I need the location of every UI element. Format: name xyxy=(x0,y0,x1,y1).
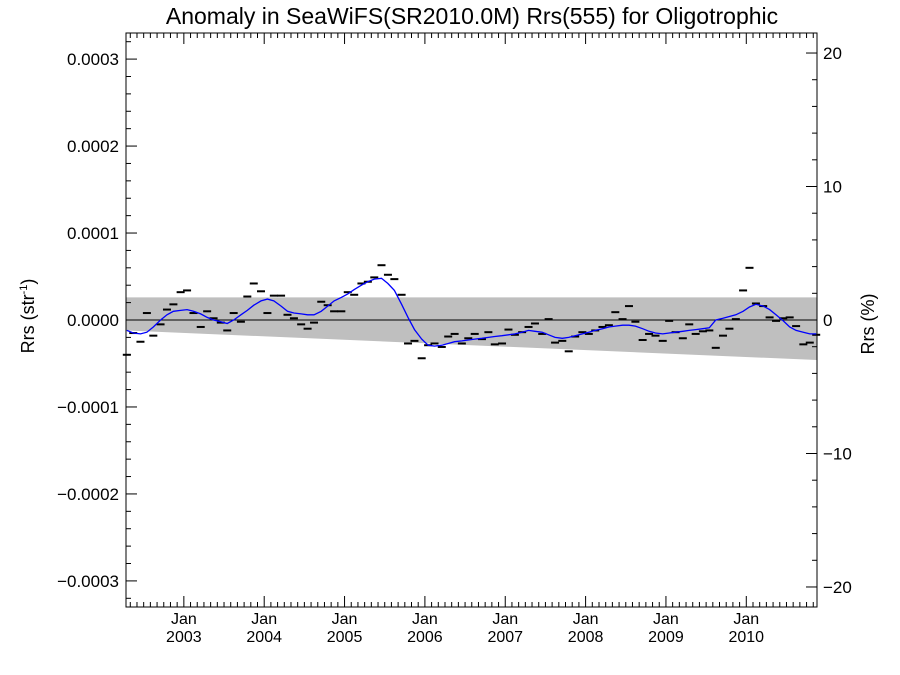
y-right-tick-label: −20 xyxy=(823,578,852,597)
y-axis-label-left: Rrs (str-1) xyxy=(18,279,38,354)
y-tick-label: −0.0001 xyxy=(57,398,119,417)
x-tick-label-month: Jan xyxy=(492,611,518,628)
y-right-tick-label: 0 xyxy=(823,311,832,330)
y-tick-label: −0.0003 xyxy=(57,572,119,591)
y-right-tick-label: 20 xyxy=(823,44,842,63)
plot-area xyxy=(122,32,821,608)
x-tick-label-year: 2010 xyxy=(728,629,764,646)
x-tick-label-month: Jan xyxy=(412,611,438,628)
x-tick-label-month: Jan xyxy=(251,611,277,628)
x-tick-label-year: 2007 xyxy=(487,629,523,646)
x-tick-label-month: Jan xyxy=(653,611,679,628)
x-tick-label-month: Jan xyxy=(171,611,197,628)
y-right-tick-label: −10 xyxy=(823,444,852,463)
x-tick-label-month: Jan xyxy=(332,611,358,628)
x-tick-label-month: Jan xyxy=(733,611,759,628)
x-axis-bottom: Jan2003Jan2004Jan2005Jan2006Jan2007Jan20… xyxy=(129,33,814,646)
y-tick-label: 0.0000 xyxy=(67,311,119,330)
y-tick-label: 0.0002 xyxy=(67,137,119,156)
x-tick-label-year: 2006 xyxy=(407,629,443,646)
y-axis-label-right: Rrs (%) xyxy=(858,294,878,355)
y-axis-label-left-superscript: -1 xyxy=(18,285,30,295)
chart-title: Anomaly in SeaWiFS(SR2010.0M) Rrs(555) f… xyxy=(166,3,778,29)
y-axis-label-left-end: ) xyxy=(18,279,38,285)
y-axis-left: 0.0003 0.0002 0.0001 0.0000 −0.0001 −0.0002 −0… xyxy=(57,41,137,599)
x-tick-label-month: Jan xyxy=(573,611,599,628)
x-tick-label-year: 2004 xyxy=(246,629,282,646)
y-axis-right: 20 10 0 −10 −20 xyxy=(806,44,852,597)
y-tick-label: 0.0003 xyxy=(67,50,119,69)
y-tick-label: −0.0002 xyxy=(57,485,119,504)
x-tick-label-year: 2003 xyxy=(166,629,202,646)
y-tick-label: 0.0001 xyxy=(67,224,119,243)
x-tick-label-year: 2008 xyxy=(568,629,604,646)
y-axis-label-left-base: Rrs (str xyxy=(18,294,38,353)
x-tick-label-year: 2005 xyxy=(327,629,363,646)
y-right-tick-label: 10 xyxy=(823,178,842,197)
uncertainty-band xyxy=(126,297,817,361)
smoothed-anomaly-line xyxy=(126,277,817,347)
x-tick-label-year: 2009 xyxy=(648,629,684,646)
